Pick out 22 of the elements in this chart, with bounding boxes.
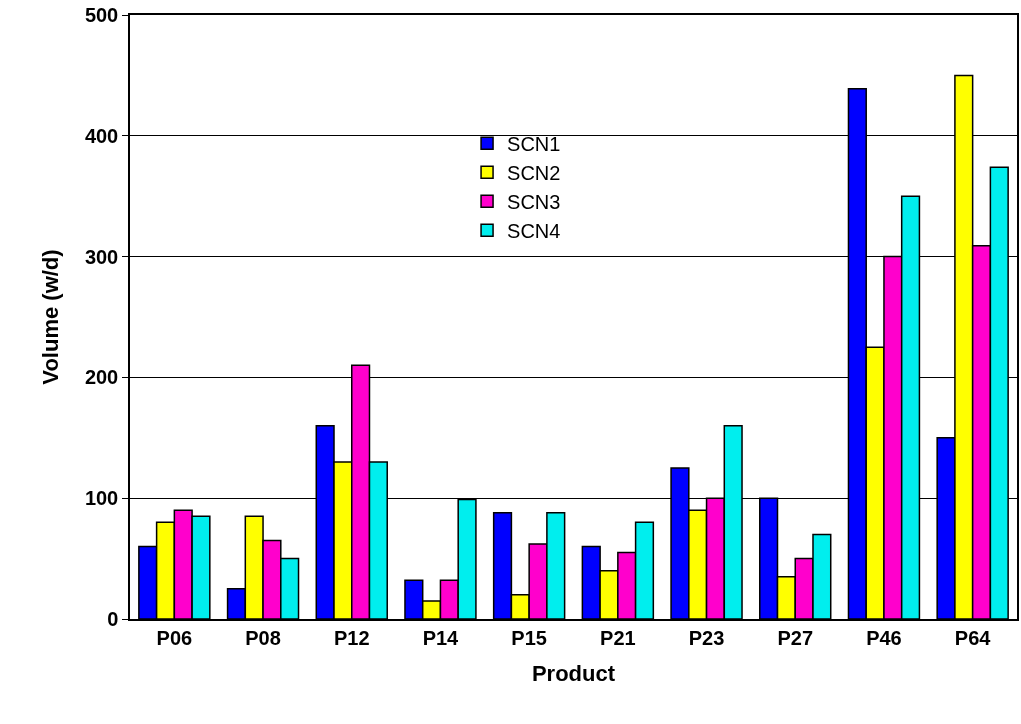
- y-tick-label: 400: [84, 124, 119, 147]
- x-tick-label: P27: [777, 626, 814, 649]
- legend-label: SCN2: [507, 162, 561, 185]
- y-tick-label: 0: [107, 608, 119, 630]
- y-tick-label: 500: [84, 4, 119, 26]
- x-tick-label: P46: [866, 626, 902, 649]
- legend-label: SCN3: [507, 191, 561, 214]
- x-tick-label: P23: [688, 626, 725, 649]
- x-tick-label: P12: [333, 626, 370, 649]
- y-tick-label: 300: [84, 245, 119, 268]
- legend-label: SCN4: [507, 220, 561, 243]
- x-tick-label: P15: [511, 626, 547, 649]
- legend-label: SCN1: [507, 133, 561, 156]
- y-tick-label: 200: [84, 366, 119, 389]
- x-axis-title: Product: [531, 661, 616, 687]
- x-tick-label: P06: [156, 626, 193, 649]
- x-tick-label: P64: [954, 626, 992, 649]
- x-tick-label: P14: [422, 626, 460, 649]
- x-tick-label: P21: [600, 626, 636, 649]
- y-axis-title: Volume (w/d): [38, 249, 64, 385]
- x-tick-label: P08: [245, 626, 281, 649]
- y-tick-label: 100: [84, 487, 119, 510]
